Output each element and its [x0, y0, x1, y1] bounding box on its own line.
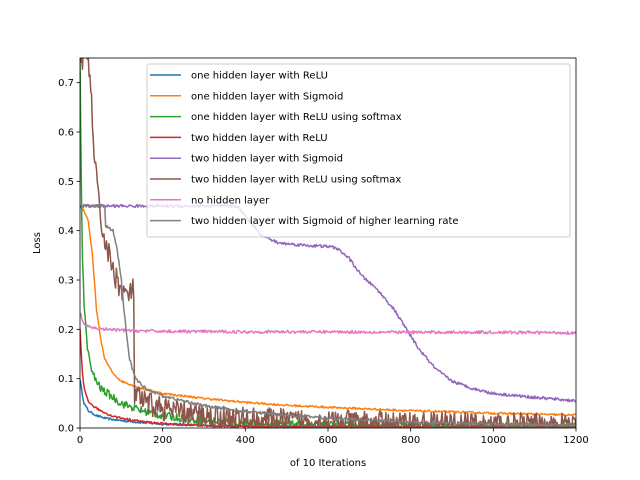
legend-label: one hidden layer with ReLU using softmax: [191, 112, 402, 123]
y-tick-label: 0.4: [58, 226, 74, 237]
y-tick-label: 0.6: [58, 128, 74, 139]
legend-label: two hidden layer with Sigmoid: [191, 154, 343, 165]
y-tick-label: 0.5: [58, 177, 74, 188]
legend-label: one hidden layer with ReLU: [191, 71, 328, 82]
series-line-8: [80, 203, 576, 428]
x-tick-label: 0: [77, 435, 83, 446]
y-tick-label: 0.1: [58, 374, 74, 385]
x-tick-label: 1200: [563, 435, 588, 446]
y-axis-label: Loss: [32, 232, 43, 254]
x-tick-label: 1000: [481, 435, 506, 446]
x-tick-label: 800: [401, 435, 420, 446]
y-tick-label: 0.7: [58, 78, 74, 89]
legend: one hidden layer with ReLU one hidden lay…: [146, 63, 571, 238]
x-axis-ticks: 0 200 400 600 800 1000 1200: [77, 428, 589, 446]
y-tick-label: 0.2: [58, 325, 74, 336]
series-line-6: [80, 58, 576, 428]
legend-label: two hidden layer with ReLU using softmax: [191, 175, 401, 186]
series-line-7: [80, 312, 576, 335]
x-axis-label: of 10 Iterations: [290, 458, 366, 469]
y-tick-label: 0.0: [58, 424, 74, 435]
x-tick-label: 400: [236, 435, 255, 446]
series-lines: [80, 58, 576, 428]
y-tick-label: 0.3: [58, 276, 74, 287]
y-axis-ticks: 0.0 0.1 0.2 0.3 0.4 0.5 0.6 0.7: [58, 78, 80, 435]
legend-label: one hidden layer with Sigmoid: [191, 91, 343, 102]
series-line-2: [80, 205, 576, 417]
legend-label: two hidden layer with Sigmoid of higher …: [191, 216, 459, 227]
legend-box: [146, 63, 571, 238]
legend-label: no hidden layer: [191, 195, 270, 206]
x-tick-label: 200: [153, 435, 172, 446]
legend-label: two hidden layer with ReLU: [191, 133, 328, 144]
x-tick-label: 600: [318, 435, 337, 446]
